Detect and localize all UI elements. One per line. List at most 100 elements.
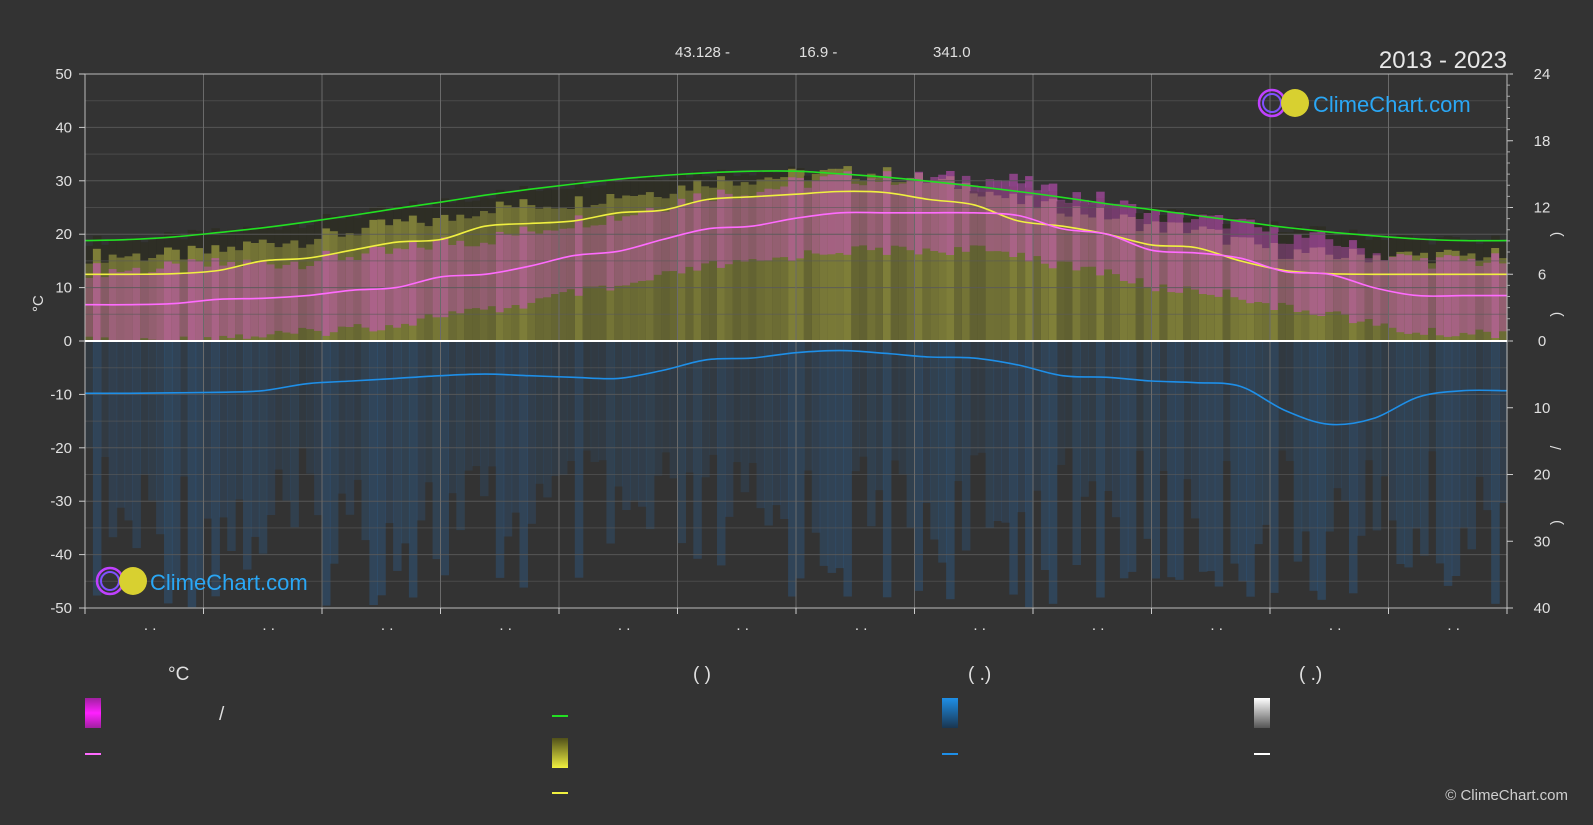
temperature-range-day-bar (961, 175, 971, 252)
rain-day-bar (1214, 341, 1224, 587)
temperature-range-day-bar (985, 179, 995, 252)
rain-day-bar (211, 341, 220, 597)
rain-day-bar (796, 341, 805, 579)
sunshine-day-bar (867, 173, 876, 341)
temperature-range-day-bar (551, 230, 560, 294)
sunshine-day-bar (740, 182, 750, 341)
sunshine-day-bar (314, 238, 323, 341)
rain-day-bar (1443, 341, 1453, 586)
sunshine-day-bar (1388, 256, 1397, 341)
rain-day-bar (748, 341, 758, 463)
rain-day-bar (274, 341, 284, 470)
rain-day-bar (337, 341, 347, 494)
sunshine-day-bar (1001, 198, 1010, 341)
legend-temp-slash: / (219, 704, 225, 725)
sunshine-day-bar (835, 168, 844, 341)
rain-day-bar (1364, 341, 1374, 461)
temperature-range-day-bar (511, 235, 521, 305)
rain-day-bar (835, 341, 844, 569)
sunshine-day-bar (946, 176, 955, 341)
legend-snow-swatch (1254, 698, 1270, 728)
rain-day-bar (416, 341, 426, 521)
x-axis-tick-label: . . (381, 617, 394, 634)
rain-day-bar (100, 341, 110, 457)
sunshine-day-bar (337, 236, 347, 341)
temperature-range-day-bar (582, 227, 592, 287)
rain-day-bar (685, 341, 694, 473)
right-axis-top-tick-label: 0 (1538, 333, 1546, 350)
rain-day-bar (1112, 341, 1121, 518)
temperature-range-day-bar (1499, 263, 1508, 332)
rain-day-bar (788, 341, 797, 597)
rain-day-bar (393, 341, 402, 571)
rain-day-bar (1262, 341, 1271, 525)
sunshine-day-bar (124, 256, 133, 341)
temperature-range-day-bar (250, 262, 260, 337)
coord-latitude: 43.128 - (675, 44, 730, 61)
rain-day-bar (732, 341, 742, 463)
rain-day-bar (1151, 341, 1160, 579)
brand-logo-top: ClimeChart.com (1257, 88, 1471, 118)
sunshine-day-bar (1341, 257, 1350, 341)
temperature-range-day-bar (1064, 202, 1074, 262)
temperature-range-day-bar (677, 198, 686, 274)
rain-day-bar (408, 341, 418, 598)
rain-day-bar (622, 341, 631, 510)
temperature-range-day-bar (622, 216, 631, 286)
left-axis-tick-label: 50 (55, 66, 72, 83)
right-axis-top-tick-label: 24 (1534, 66, 1551, 83)
temperature-range-day-bar (164, 261, 173, 341)
x-axis-tick-label: . . (499, 617, 512, 634)
left-axis-tick-label: 40 (55, 119, 72, 136)
sunshine-day-bar (503, 205, 513, 341)
temperature-range-day-bar (819, 176, 829, 255)
sunshine-day-bar (306, 244, 315, 341)
temperature-range-day-bar (416, 247, 426, 319)
sunshine-day-bar (827, 168, 837, 341)
daily-bars-layer (85, 166, 1508, 608)
rain-day-bar (938, 341, 947, 563)
temperature-range-day-bar (764, 188, 773, 261)
sunshine-day-bar (148, 258, 157, 341)
temperature-range-day-bar (1325, 239, 1334, 312)
temperature-range-day-bar (1222, 228, 1232, 290)
sunshine-day-bar (1072, 206, 1081, 341)
rain-day-bar (1285, 341, 1295, 461)
sunshine-day-bar (1372, 255, 1382, 341)
rain-day-bar (1230, 341, 1239, 564)
sunshine-day-bar (748, 184, 758, 341)
temperature-range-day-bar (314, 260, 323, 331)
sunshine-day-bar (1325, 254, 1334, 341)
temperature-mean-line (84, 211, 1507, 306)
rain-day-bar (203, 341, 212, 519)
sunshine-day-bar (559, 208, 568, 341)
rain-day-bar (709, 341, 718, 455)
x-axis-tick-label: . . (855, 617, 868, 634)
series-lines-layer (84, 170, 1508, 426)
sunshine-day-bar (630, 196, 639, 341)
rain-day-bar (1325, 341, 1334, 532)
sunshine-day-bar (527, 205, 536, 341)
rain-day-bar (1135, 341, 1145, 451)
rain-day-bar (677, 341, 686, 544)
rain-day-bar (756, 341, 765, 509)
rain-day-bar (377, 341, 386, 596)
right-axis-bottom-tick-label: 10 (1534, 400, 1551, 417)
temperature-range-day-bar (1112, 203, 1121, 275)
rain-day-bar (1349, 341, 1358, 594)
brand-name-bottom: ClimeChart.com (150, 570, 308, 595)
temperature-range-day-bar (1333, 245, 1342, 312)
temperature-range-day-bar (480, 242, 489, 310)
rain-day-bar (993, 341, 1002, 521)
rain-day-bar (1380, 341, 1390, 477)
sunshine-day-bar (582, 207, 592, 341)
sunshine-day-bar (1428, 263, 1437, 341)
rain-day-bar (1451, 341, 1461, 576)
temperature-range-day-bar (1183, 222, 1192, 287)
sunshine-day-bar (1364, 262, 1374, 341)
sunshine-day-bar (764, 177, 773, 341)
sunshine-day-bar (100, 262, 110, 341)
temperature-range-day-bar (1056, 199, 1066, 262)
temperature-range-day-bar (187, 259, 197, 341)
